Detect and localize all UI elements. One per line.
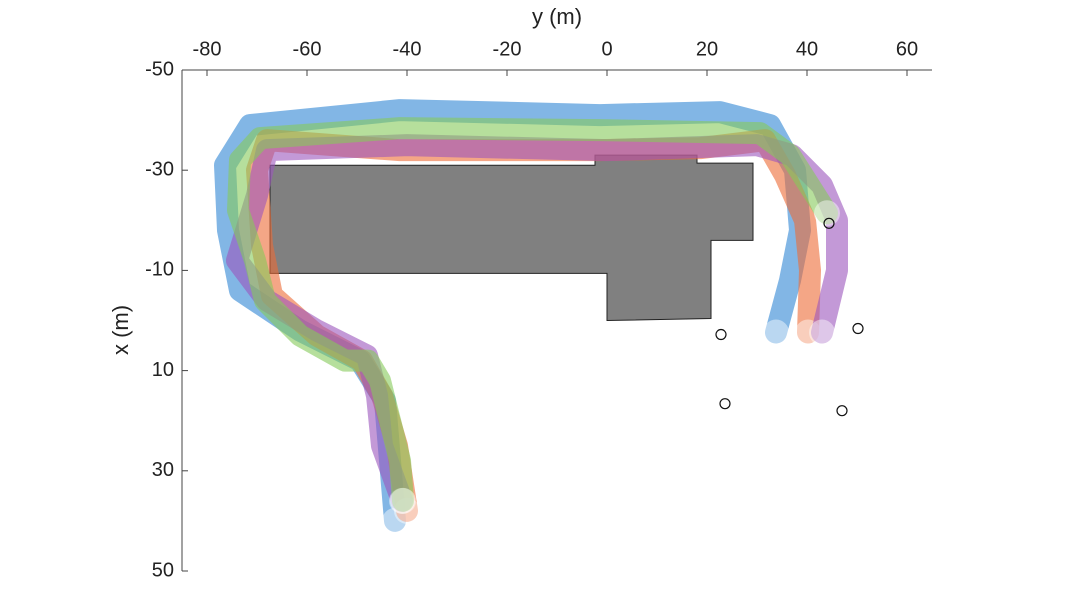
x-tick-label: 0 bbox=[601, 38, 612, 60]
y-tick-label: 30 bbox=[152, 459, 174, 481]
trajectory-end bbox=[390, 487, 416, 514]
x-tick-label: -20 bbox=[493, 38, 522, 60]
y-tick-label: -10 bbox=[145, 259, 174, 281]
landmark bbox=[836, 405, 848, 417]
trajectory-start bbox=[814, 200, 840, 227]
landmark bbox=[852, 322, 864, 335]
landmark bbox=[719, 398, 731, 410]
y-tick-label: -50 bbox=[145, 58, 174, 80]
x-tick-label: -40 bbox=[393, 38, 422, 60]
x-tick-label: 60 bbox=[896, 38, 918, 60]
y-tick-label: 10 bbox=[152, 359, 174, 381]
y-tick-label: 50 bbox=[152, 559, 174, 581]
landmark bbox=[715, 328, 727, 341]
x-axis-label: y (m) bbox=[532, 4, 582, 29]
x-tick-label: -80 bbox=[193, 38, 222, 60]
y-tick-label: -30 bbox=[145, 158, 174, 180]
x-tick-label: -60 bbox=[293, 38, 322, 60]
trajectory-start bbox=[809, 319, 835, 346]
building bbox=[269, 154, 754, 322]
x-tick-label: 40 bbox=[796, 38, 818, 60]
trajectory bbox=[227, 117, 838, 512]
trajectory-start bbox=[763, 319, 789, 346]
x-tick-label: 20 bbox=[696, 38, 718, 60]
landmark bbox=[823, 217, 835, 229]
y-axis-label: x (m) bbox=[108, 305, 133, 355]
